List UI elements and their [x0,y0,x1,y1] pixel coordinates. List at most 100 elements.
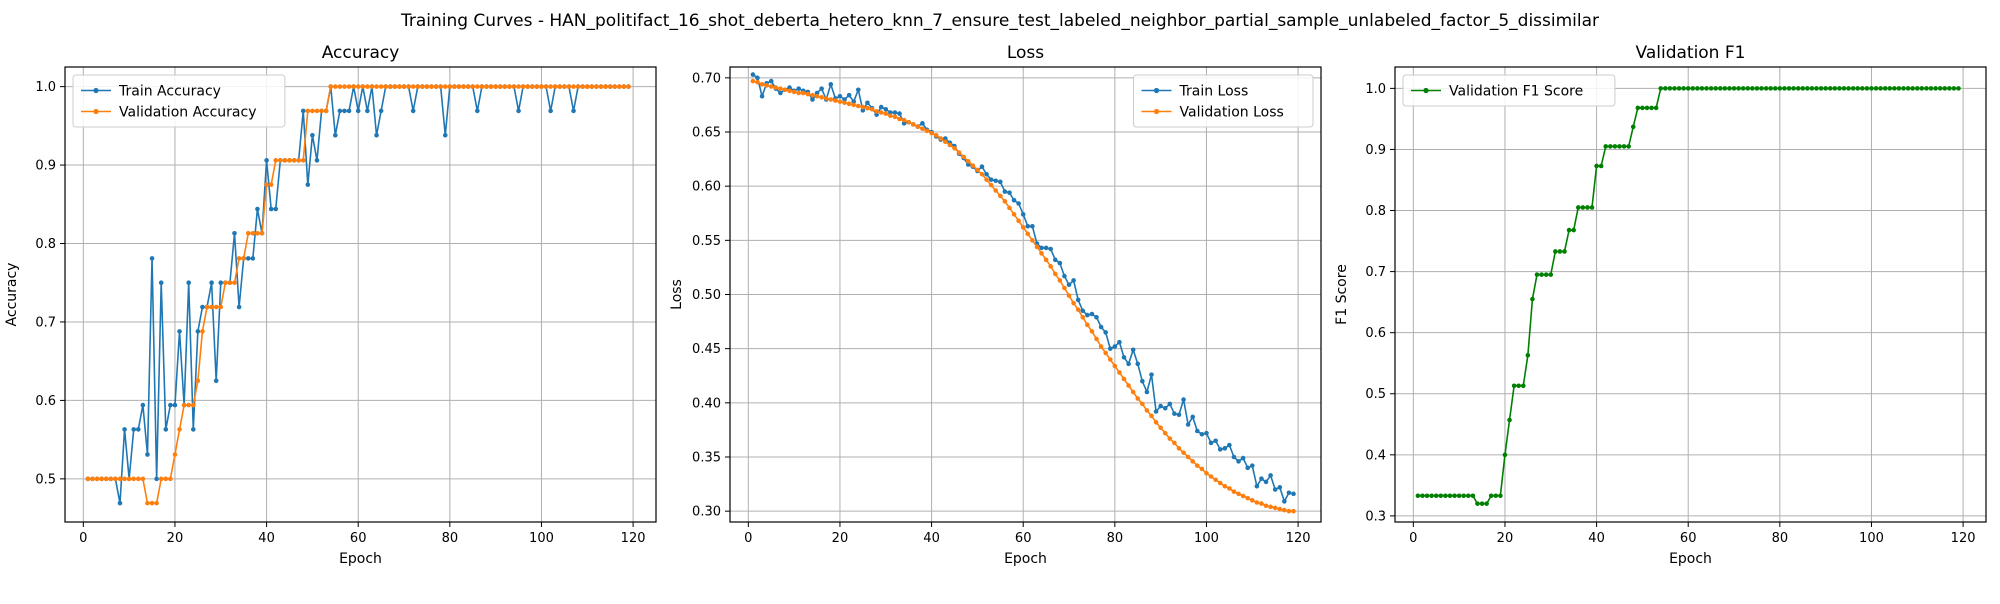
data-point [1149,372,1154,377]
data-point [1617,144,1622,149]
y-tick-label: 0.55 [692,234,721,249]
data-point [1566,227,1572,233]
data-point [580,84,585,89]
data-point [993,188,999,193]
data-point [1190,459,1196,464]
data-point [1589,205,1595,210]
data-point [1461,493,1467,499]
data-point [933,132,939,138]
y-tick-label: 0.40 [692,396,721,411]
series-validation-f1-score [1415,86,1961,506]
data-point [975,167,980,173]
panel-title: Validation F1 [1636,43,1746,63]
data-point [259,231,265,236]
data-point [1089,311,1095,317]
data-point [1094,314,1099,320]
data-point [131,476,137,482]
data-point [1663,86,1668,91]
data-point [1259,476,1264,481]
data-point [507,84,512,89]
data-point [204,304,210,310]
data-point [1071,278,1076,283]
y-tick-label: 0.35 [692,451,721,466]
data-point [429,84,434,89]
data-point [1823,86,1828,91]
data-point [1626,144,1631,149]
data-point [387,84,393,89]
data-point [801,90,806,96]
data-point [1772,86,1778,91]
data-point [814,93,820,99]
data-point [475,108,480,114]
data-point [1488,493,1494,499]
data-point [245,231,251,236]
data-point [1763,86,1769,91]
data-point [1621,144,1627,149]
data-point [1062,285,1067,291]
data-point [122,476,127,482]
data-point [1818,86,1824,91]
data-point [209,280,214,286]
data-point [232,280,237,286]
data-point [126,476,132,482]
data-point [186,280,191,286]
data-point [1020,225,1026,230]
data-point [828,97,834,102]
data-point [1530,296,1535,302]
data-point [920,121,925,126]
data-point [342,108,347,114]
data-point [346,108,352,114]
data-point [1231,454,1237,460]
data-point [1020,212,1026,217]
data-point [1172,411,1177,416]
data-point [268,182,274,187]
data-point [195,378,201,384]
data-point [874,109,879,114]
data-point [842,100,847,106]
data-point [855,103,861,109]
data-point [410,84,416,89]
data-point [539,84,544,89]
y-tick-label: 0.9 [35,159,56,174]
data-point [1282,507,1287,513]
panel-title: Loss [1007,43,1044,63]
y-axis-label: F1 Score [1334,264,1350,325]
data-point [988,177,994,182]
data-point [1493,493,1499,499]
data-point [1167,436,1173,441]
data-point [337,84,343,89]
data-point [612,84,618,89]
data-point [1905,86,1911,91]
data-point [837,93,843,99]
data-point [1937,86,1943,91]
data-point [1236,459,1241,464]
data-point [1094,336,1099,342]
data-point [1754,86,1760,91]
data-point [1217,480,1223,486]
data-point [300,108,306,114]
data-point [787,88,792,94]
data-point [158,476,164,482]
data-point [1016,218,1021,224]
data-point [1910,86,1915,91]
legend-marker [93,108,99,115]
data-point [1195,428,1200,434]
data-point [1217,447,1223,452]
data-point [1199,466,1205,472]
data-point [1181,397,1186,402]
data-point [1479,501,1485,506]
data-point [1126,361,1131,367]
data-point [1782,86,1787,91]
data-point [1727,86,1732,91]
data-point [1034,244,1040,250]
data-point [1424,493,1430,499]
data-point [897,116,902,122]
data-point [1507,417,1512,423]
data-point [1699,86,1705,91]
data-point [1272,505,1278,511]
data-point [988,182,994,188]
data-point [250,231,256,236]
data-point [1502,452,1508,458]
data-point [1098,324,1104,330]
